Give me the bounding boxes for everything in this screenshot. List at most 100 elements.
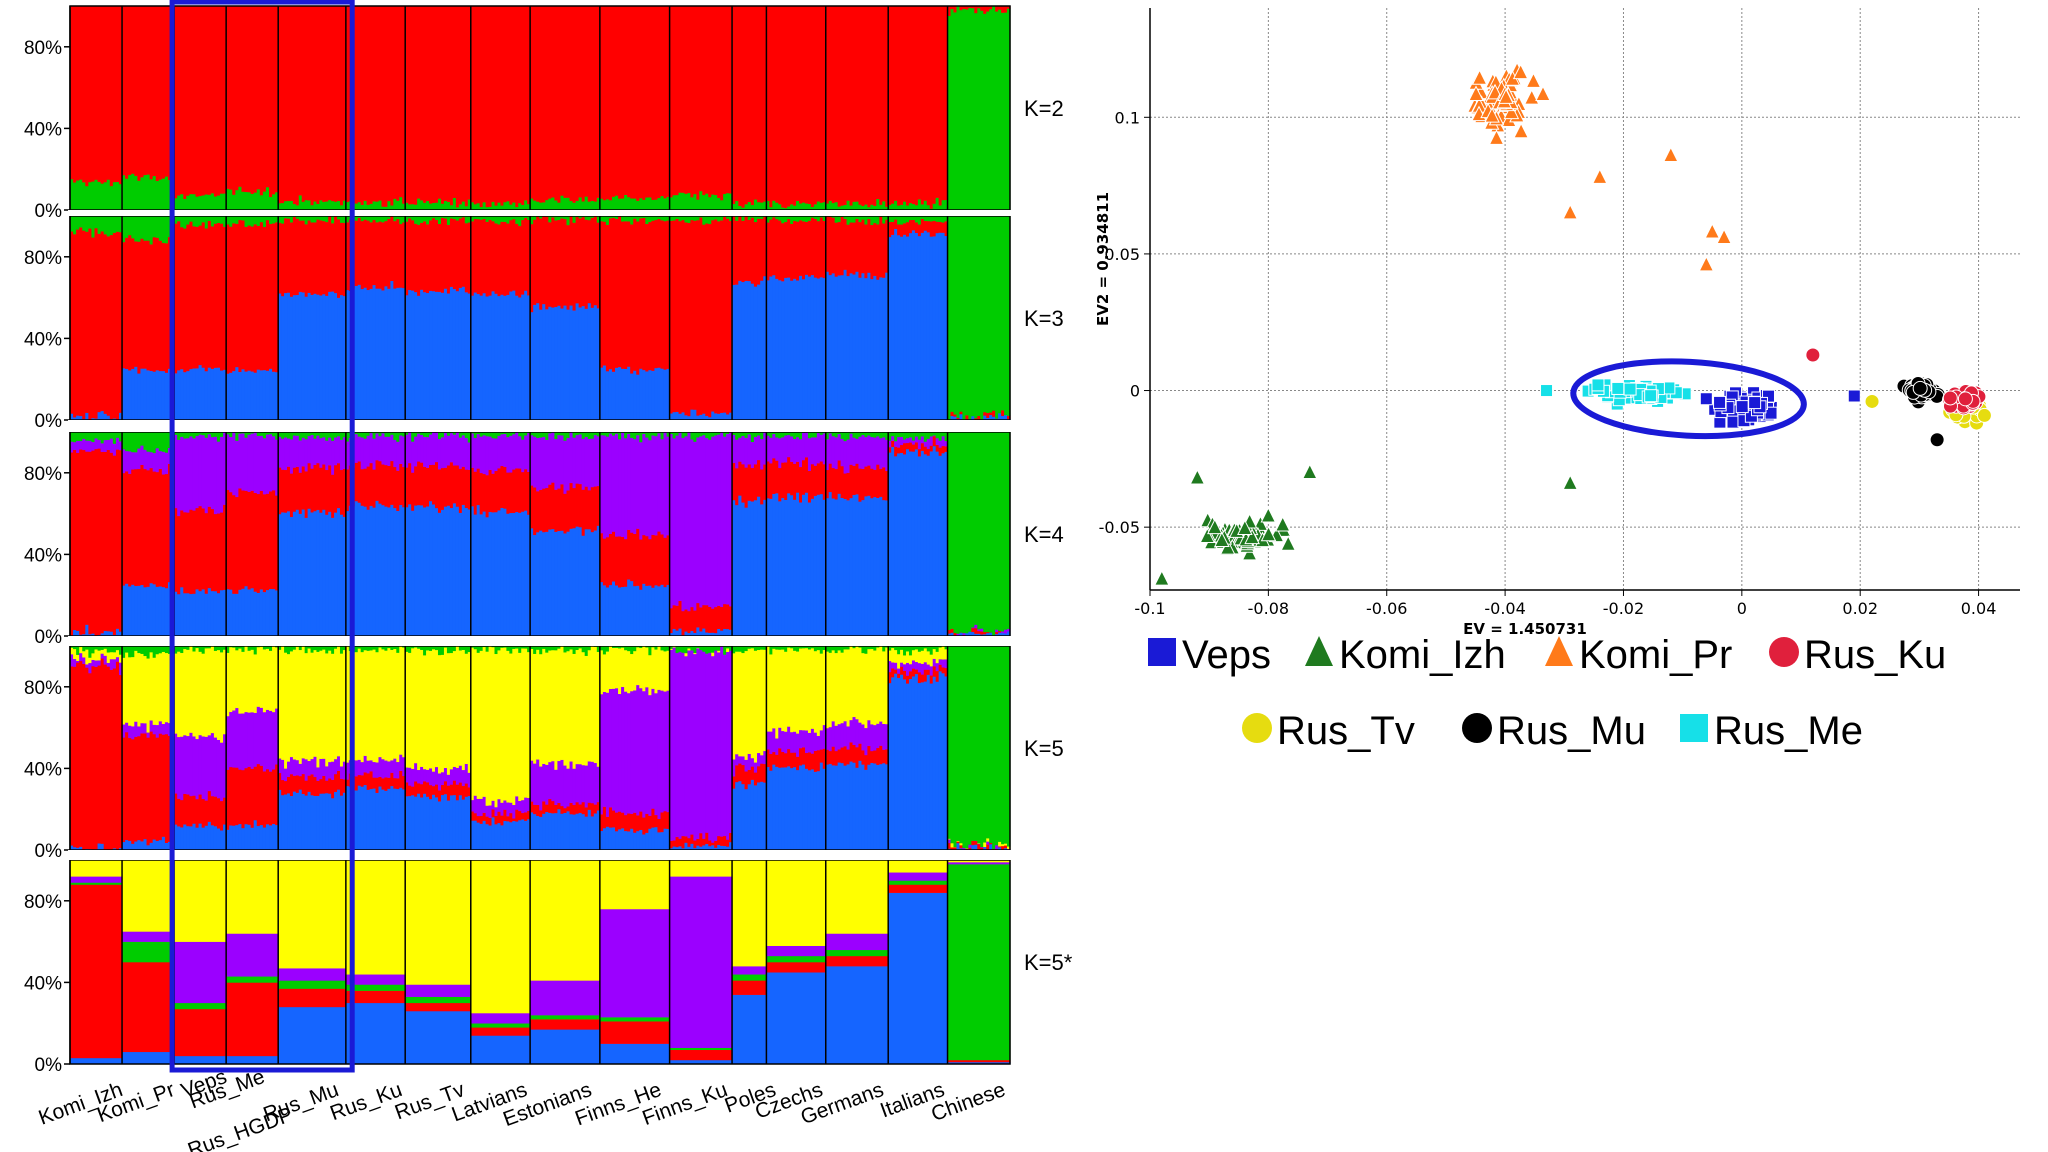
- admixture-bar-Estonians-red: [545, 6, 549, 201]
- admixture-bar-Rus_Ku-red: [393, 777, 397, 789]
- panel-gap: [68, 210, 1012, 216]
- admixture-bar-Rus_Me-red: [244, 226, 249, 372]
- admixture-bar-Czechs-red: [769, 753, 773, 771]
- admixture-bar-Estonians-blue: [581, 305, 586, 421]
- point-Komi_Pr: [1704, 222, 1721, 239]
- admixture-bar-Finns_Ku-purple: [699, 436, 703, 608]
- admixture-bar-Finns_He-red: [636, 6, 640, 201]
- admixture-bar-Rus_Tv-red: [432, 6, 436, 204]
- admixture-bar-Finns_He-purple: [636, 684, 640, 816]
- admixture-bar-Veps-green: [183, 198, 187, 211]
- admixture-bar-Rus_Mu-blue: [325, 514, 329, 637]
- admixture-bar-Latvians-blue: [476, 822, 481, 851]
- admixture-bar-Poles-green: [757, 432, 761, 436]
- admixture-bar-Chinese-yellow: [947, 860, 1011, 863]
- admixture-bar-Estonians-green: [563, 216, 568, 220]
- admixture-bar-Rus_Mu-red: [342, 6, 347, 201]
- admixture-bar-Rus_Mu-purple: [328, 761, 332, 779]
- admixture-bar-Italians-red: [935, 221, 940, 234]
- admixture-bar-Rus_Tv-green: [452, 197, 457, 211]
- admixture-bar-Czechs-red: [784, 462, 788, 500]
- admixture-bar-Rus_Mu-blue: [287, 511, 291, 637]
- admixture-bar-Germans-blue: [885, 272, 889, 421]
- admixture-bar-Estonians-blue: [563, 533, 568, 637]
- admixture-bar-Rus_Mu-blue: [298, 513, 303, 637]
- admixture-bar-Rus_Tv-green: [455, 207, 460, 211]
- admixture-bar-Rus_Tv-purple: [417, 769, 421, 784]
- admixture-bar-Rus_Mu-blue: [316, 509, 320, 637]
- admixture-bar-Germans-blue: [858, 760, 863, 851]
- admixture-bar-Germans-green: [879, 432, 883, 439]
- admixture-bar-Finns_Ku-red: [669, 608, 674, 634]
- admixture-bar-Italians-blue: [906, 236, 910, 421]
- admixture-bar-Latvians-yellow: [470, 860, 531, 1014]
- admixture-bar-Finns_Ku-green: [705, 216, 709, 224]
- admixture-bar-Rus_Tv-blue: [443, 506, 448, 637]
- admixture-bar-Komi_Pr-purple: [122, 931, 175, 942]
- admixture-bar-Finns_Ku-blue: [669, 847, 674, 851]
- admixture-bar-Germans-green: [825, 646, 830, 652]
- admixture-bar-Germans-red: [855, 747, 860, 768]
- admixture-bar-Estonians-blue: [584, 816, 589, 851]
- admixture-bar-Germans-blue: [849, 497, 854, 637]
- admixture-bar-Czechs-purple: [766, 435, 770, 462]
- admixture-bar-Czechs-red: [796, 756, 800, 771]
- admixture-bar-Germans-green: [849, 432, 854, 434]
- admixture-bar-Finns_He-green: [654, 432, 659, 437]
- admixture-bar-Czechs-yellow: [766, 860, 827, 946]
- admixture-bar-Poles-green: [750, 432, 755, 443]
- admixture-bar-Czechs-red: [781, 6, 785, 208]
- admixture-bar-Latvians-yellow: [500, 647, 505, 803]
- admixture-bar-Estonians-green: [584, 646, 589, 656]
- admixture-bar-Rus_Ku-blue: [366, 289, 371, 421]
- admixture-bar-Czechs-red: [802, 747, 806, 765]
- admixture-bar-Komi_Pr-yellow: [134, 650, 138, 722]
- admixture-bar-Rus_Me-green: [272, 216, 276, 224]
- admixture-bar-Rus_Tv-green: [464, 205, 469, 211]
- admixture-bar-Komi_Izh-green: [73, 182, 77, 211]
- admixture-bar-Rus_Mu-red: [331, 779, 335, 799]
- admixture-bar-Rus_Mu-green: [284, 216, 288, 219]
- admixture-bar-Finns_He-red: [639, 811, 643, 830]
- admixture-bar-Germans-green: [831, 202, 836, 211]
- admixture-bar-Czechs-yellow: [769, 654, 773, 732]
- admixture-bar-Rus_Tv-blue: [432, 504, 436, 637]
- admixture-bar-Germans-green: [846, 432, 851, 440]
- admixture-bar-Czechs-purple: [799, 729, 803, 749]
- admixture-bar-Rus_Tv-red: [455, 784, 460, 801]
- admixture-bar-Finns_Ku-yellow: [693, 652, 697, 655]
- admixture-bar-Estonians-red: [572, 804, 577, 815]
- admixture-bar-Italians-blue: [891, 446, 895, 637]
- admixture-bar-Finns_Ku-red: [669, 6, 674, 198]
- admixture-bar-Finns_He-red: [624, 221, 628, 369]
- admixture-bar-Finns_He-red: [636, 815, 640, 832]
- admixture-bar-Komi_Pr-green: [158, 432, 163, 452]
- admixture-bar-Germans-red: [864, 6, 868, 205]
- admixture-bar-Finns_He-blue: [608, 368, 613, 421]
- admixture-bar-Rus_Mu-red: [278, 988, 347, 1008]
- admixture-bar-Rus_Tv-yellow: [414, 647, 418, 764]
- admixture-bar-Rus_Me-green: [250, 216, 255, 227]
- admixture-bar-Komi_Izh-purple: [100, 653, 105, 659]
- admixture-bar-Komi_Izh-red: [109, 234, 114, 420]
- admixture-bar-Chinese-green: [998, 646, 1002, 842]
- admixture-bar-Chinese-green: [974, 216, 978, 419]
- admixture-bar-Germans-blue: [834, 276, 839, 421]
- admixture-bar-Komi_Izh-blue: [103, 413, 108, 421]
- admixture-bar-Rus_Mu-blue: [310, 294, 315, 421]
- admixture-bar-Rus_Me-green: [235, 216, 239, 224]
- admixture-bar-Finns_Ku-green: [708, 646, 712, 653]
- admixture-bar-Rus_Mu-red: [334, 6, 338, 202]
- admixture-bar-Finns_He-green: [666, 216, 671, 221]
- admixture-bar-Finns_Ku-green: [699, 646, 703, 651]
- admixture-bar-Poles-green: [763, 646, 768, 650]
- admixture-bar-Estonians-blue: [557, 530, 562, 637]
- admixture-bar-Latvians-green: [506, 216, 510, 224]
- admixture-bar-Latvians-blue: [506, 821, 510, 851]
- admixture-bar-Rus_Me-red: [275, 495, 279, 591]
- admixture-bar-Estonians-green: [572, 646, 577, 654]
- admixture-bar-Veps-blue: [183, 371, 187, 421]
- admixture-bar-Germans-red: [840, 465, 845, 498]
- admixture-bar-Rus_Ku-red: [384, 777, 388, 791]
- admixture-bar-Rus_Ku-red: [387, 777, 391, 789]
